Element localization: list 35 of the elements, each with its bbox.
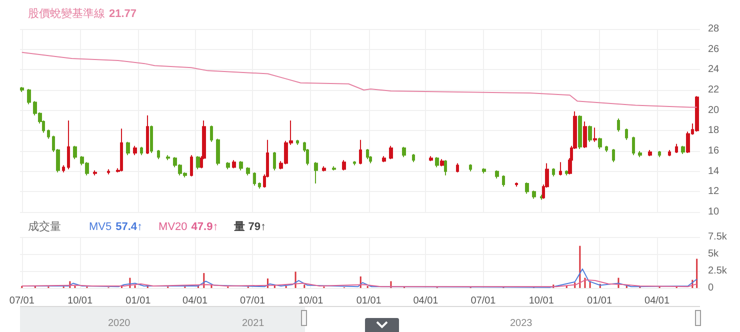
y-tick-label: 12: [708, 186, 720, 198]
y-tick-label: 16: [708, 146, 720, 156]
y-tick-label: 0: [708, 282, 714, 294]
text: 47.9↑: [191, 221, 218, 233]
chart-title: 成交量: [28, 221, 61, 233]
text: MV5: [89, 221, 112, 233]
y-tick-label: 24: [708, 64, 720, 76]
x-tick-label: 07/01: [9, 296, 35, 306]
x-tick-label: 01/01: [587, 296, 612, 306]
y-tick-label: 20: [708, 104, 720, 116]
y-tick-label: 2.5k: [708, 266, 728, 276]
x-tick-label: 07/01: [240, 296, 266, 306]
x-tick-label: 10/01: [298, 296, 324, 306]
x-tick-label: 07/01: [470, 296, 496, 306]
x-tick-label: 01/01: [356, 296, 382, 306]
range-navigator: 2020 2021 2023: [20, 306, 700, 332]
text: MV20: [158, 221, 188, 233]
x-tick-label: 01/01: [126, 296, 152, 306]
y-tick-label: 18: [708, 125, 720, 136]
y-tick-label: 26: [708, 44, 720, 55]
x-tick-label: 10/01: [68, 296, 93, 306]
x-tick-label: 10/01: [528, 296, 554, 306]
text: 57.4↑: [116, 221, 143, 233]
y-tick-label: 7.5k: [708, 232, 728, 242]
y-tick-label: 10: [708, 206, 720, 218]
x-tick-label: 04/01: [413, 296, 439, 306]
y-tick-label: 28: [708, 24, 720, 34]
x-tick-label: 04/01: [644, 296, 670, 306]
text: 股價蛻變基準線: [28, 8, 105, 20]
text: 量 79↑: [234, 221, 266, 233]
text: 21.77: [109, 8, 137, 20]
y-tick-label: 5k: [708, 248, 720, 260]
y-tick-label: 22: [708, 84, 720, 96]
x-tick-label: 04/01: [182, 296, 208, 306]
y-tick-label: 14: [708, 166, 720, 177]
